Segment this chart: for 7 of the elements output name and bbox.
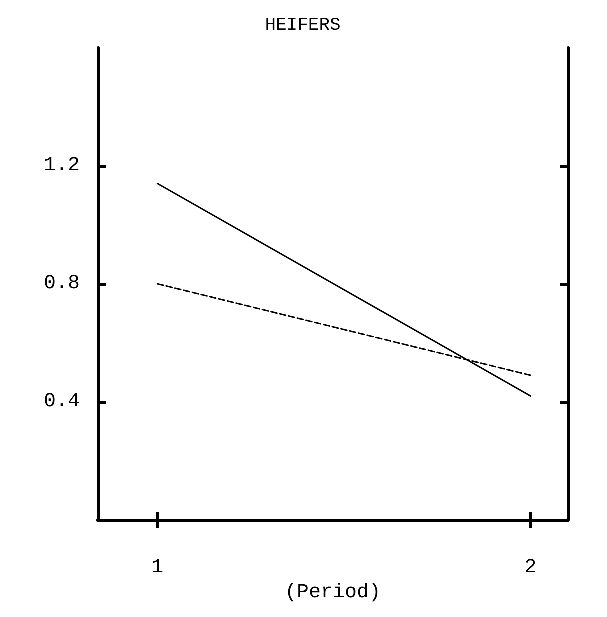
chart-title: HEIFERS	[265, 16, 341, 36]
x-axis-title: (Period)	[284, 582, 382, 604]
y-tick-label: 1.2	[44, 154, 80, 178]
y-tick-label: 0.8	[44, 272, 80, 296]
y-tick-label: 0.4	[44, 390, 80, 414]
x-tick-label: 1	[152, 556, 164, 580]
x-tick-label: 2	[524, 556, 537, 580]
